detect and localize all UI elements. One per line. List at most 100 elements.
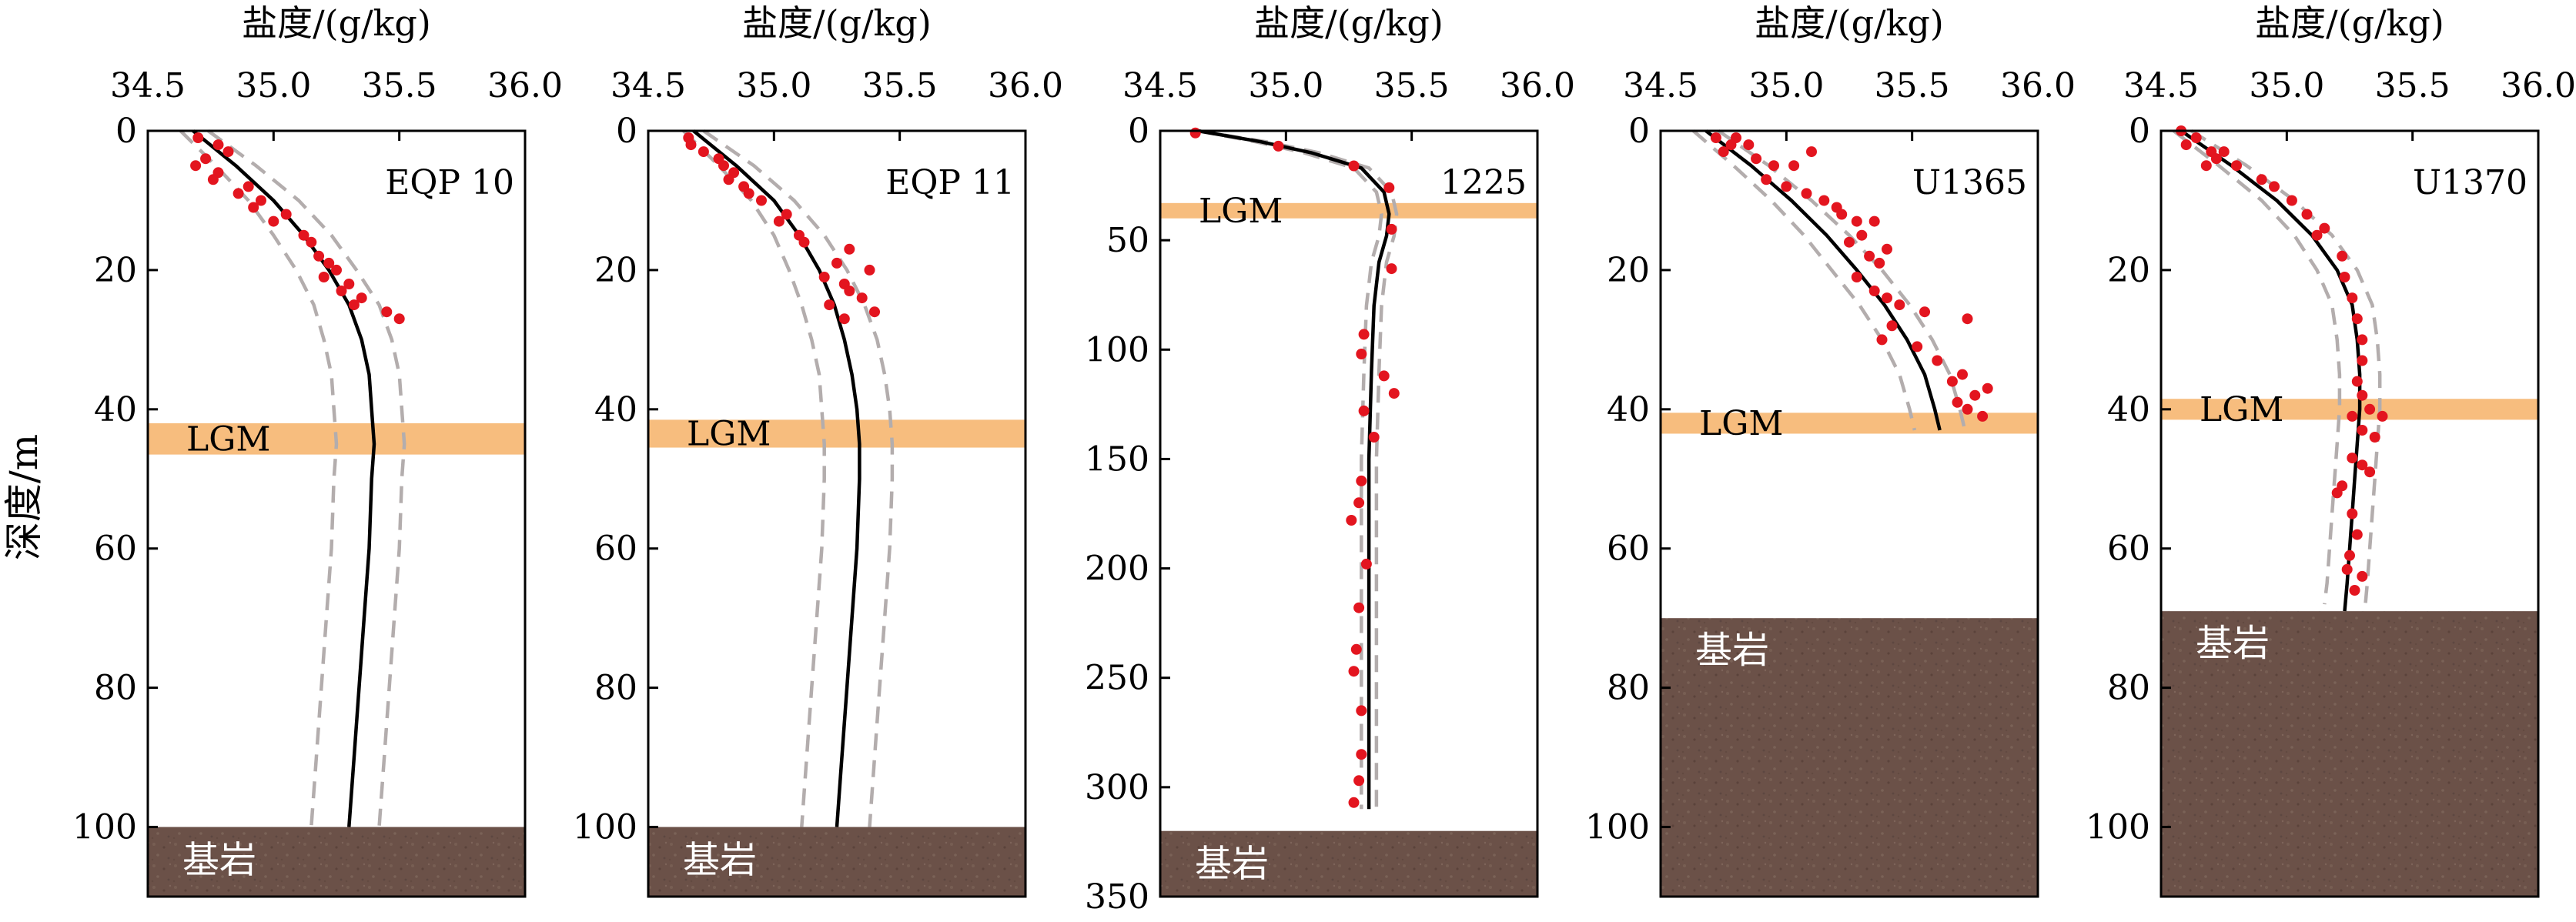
panel-eqp-10-observation-point bbox=[280, 209, 292, 220]
panel-u1370-observation-point bbox=[2231, 160, 2242, 172]
panel-u1365-x-axis-title: 盐度/(g/kg) bbox=[1755, 2, 1944, 44]
panel-eqp-10-upper-bound-line bbox=[207, 129, 406, 827]
panel-u1365-observation-point bbox=[1725, 139, 1737, 151]
panel-eqp-11-y-tick-label: 40 bbox=[594, 390, 637, 429]
panel-1225-observation-point bbox=[1360, 558, 1372, 570]
panel-u1365-observation-point bbox=[1856, 229, 1868, 241]
panel-eqp-11-observation-point bbox=[818, 272, 830, 282]
panel-eqp-10-observation-point bbox=[233, 188, 244, 199]
panel-eqp-11-upper-bound-line bbox=[702, 129, 895, 827]
panel-eqp-10-observation-point bbox=[248, 202, 259, 213]
panel-u1365-y-tick-label: 20 bbox=[1607, 251, 1650, 290]
panel-eqp-10-y-tick-label: 80 bbox=[94, 669, 137, 708]
panel-u1370-observation-point bbox=[2331, 487, 2343, 499]
panel-eqp-10-observation-point bbox=[381, 306, 393, 318]
panel-eqp-11-observation-point bbox=[844, 243, 855, 255]
panel-eqp-10-observation-point bbox=[336, 286, 347, 296]
panel-1225-lgm-band bbox=[1160, 202, 1537, 219]
panel-u1370-observation-point bbox=[2364, 466, 2376, 478]
panel-eqp-11-observation-point bbox=[685, 139, 697, 151]
panel-eqp-11-y-tick-label: 60 bbox=[594, 529, 637, 569]
panel-u1365: 盐度/(g/kg) LGM 基岩 34.5 35.0 35.5 36.0 0 20 40 60 80 1… bbox=[1585, 2, 2076, 898]
panel-eqp-10-x-tick-label: 36.0 bbox=[487, 66, 563, 105]
panel-u1365-observation-point bbox=[1868, 286, 1880, 296]
panel-u1365-y-tick-label: 80 bbox=[1607, 669, 1650, 708]
panel-1225-model-line bbox=[1197, 129, 1391, 810]
panel-u1365-observation-point bbox=[1751, 153, 1762, 165]
panel-eqp-11-observation-point bbox=[723, 174, 734, 185]
panel-eqp-11-observation-point bbox=[781, 209, 792, 220]
panel-u1365-observation-point bbox=[1982, 382, 1993, 394]
panel-1225-bedrock bbox=[1160, 830, 1537, 897]
panel-1225-observation-point bbox=[1348, 160, 1360, 172]
panel-1225-observation-point bbox=[1353, 602, 1365, 613]
panel-u1365-observation-point bbox=[1710, 132, 1721, 143]
panel-eqp-11-observation-point bbox=[743, 188, 754, 199]
panel-eqp-10-observation-point bbox=[212, 139, 224, 151]
y-axis-title: 深度/m bbox=[2, 434, 46, 560]
panel-u1365-bedrock-label: 基岩 bbox=[1695, 629, 1769, 672]
panel-1225-observation-point bbox=[1358, 329, 1370, 340]
panel-eqp-11: 盐度/(g/kg) LGM 基岩 34.5 35.0 35.5 36.0 0 20 40 60 80 1… bbox=[573, 2, 1063, 898]
panel-eqp-11-y-tick-label: 20 bbox=[594, 251, 637, 290]
panel-u1370-y-tick-label: 100 bbox=[2086, 808, 2150, 847]
panel-1225-y-tick-label: 200 bbox=[1085, 550, 1149, 589]
panel-eqp-11-observation-point bbox=[773, 215, 785, 227]
panel-u1370-observation-point bbox=[2357, 459, 2368, 471]
panel-u1365-observation-point bbox=[1806, 146, 1817, 158]
panel-eqp-11-observation-point bbox=[838, 313, 850, 325]
panel-eqp-11-bedrock bbox=[648, 827, 1025, 897]
panel-1225-observation-point bbox=[1356, 475, 1367, 486]
panel-eqp-11-observation-point bbox=[864, 264, 875, 276]
panel-u1365-observation-point bbox=[1962, 403, 1973, 415]
panel-u1365-x-tick-label: 36.0 bbox=[2000, 66, 2076, 105]
panel-u1370-y-tick-label: 20 bbox=[2107, 251, 2150, 290]
panel-eqp-11-x-tick-label: 36.0 bbox=[988, 66, 1063, 105]
panel-eqp-11-y-tick-label: 0 bbox=[616, 112, 637, 151]
panel-eqp-11-bedrock-label: 基岩 bbox=[683, 839, 757, 882]
panel-1225-lower-bound-line bbox=[1197, 129, 1383, 810]
panel-eqp-11-lower-bound-line bbox=[682, 129, 826, 827]
panel-1225-site-label: 1225 bbox=[1440, 163, 1527, 202]
panel-u1370-observation-point bbox=[2341, 563, 2353, 575]
panel-eqp-10-observation-point bbox=[190, 160, 202, 172]
panel-1225-y-tick-label: 50 bbox=[1106, 221, 1149, 260]
panel-1225-observation-point bbox=[1348, 797, 1360, 808]
panel-1225-y-tick-label: 0 bbox=[1128, 112, 1149, 151]
panel-eqp-10-y-tick-label: 40 bbox=[94, 390, 137, 429]
panel-eqp-11-observation-point bbox=[869, 306, 880, 318]
panel-u1370-observation-point bbox=[2347, 508, 2358, 519]
panel-u1365-x-tick-label: 34.5 bbox=[1623, 66, 1698, 105]
panel-eqp-11-lgm-label: LGM bbox=[687, 414, 771, 453]
panel-1225-x-tick-label: 34.5 bbox=[1122, 66, 1198, 105]
panel-eqp-10-x-tick-label: 35.5 bbox=[362, 66, 437, 105]
panel-u1365-observation-point bbox=[1882, 243, 1892, 255]
panel-u1370-observation-point bbox=[2210, 153, 2222, 165]
panel-eqp-10-lower-bound-line bbox=[179, 129, 339, 827]
panel-1225-observation-point bbox=[1356, 705, 1367, 717]
panel-eqp-10: 盐度/(g/kg) LGM 基岩 34.5 35.0 35.5 36.0 0 20 40 60 80 1… bbox=[72, 2, 563, 898]
panel-1225-observation-point bbox=[1189, 127, 1201, 139]
panel-1225-observation-point bbox=[1358, 405, 1370, 416]
panel-eqp-11-lgm-band bbox=[648, 419, 1025, 448]
panel-eqp-11-observation-point bbox=[718, 160, 729, 172]
panel-1225-x-tick-label: 36.0 bbox=[1500, 66, 1575, 105]
panel-1225-upper-bound-line bbox=[1197, 129, 1399, 810]
panel-u1365-observation-point bbox=[1886, 320, 1898, 332]
panel-eqp-10-observation-point bbox=[356, 292, 367, 304]
panel-eqp-11-x-tick-label: 34.5 bbox=[611, 66, 686, 105]
panel-u1370-x-axis-title: 盐度/(g/kg) bbox=[2255, 2, 2444, 44]
panel-1225-y-tick-label: 150 bbox=[1085, 439, 1149, 479]
panel-eqp-10-bedrock-label: 基岩 bbox=[182, 839, 256, 882]
panel-u1365-observation-point bbox=[1781, 181, 1792, 192]
panel-u1370-observation-point bbox=[2344, 550, 2355, 561]
panel-u1365-observation-point bbox=[1977, 410, 1989, 422]
panel-u1370-observation-point bbox=[2364, 403, 2376, 415]
panel-u1370-observation-point bbox=[2200, 160, 2212, 172]
panel-u1370-x-tick-label: 35.5 bbox=[2375, 66, 2451, 105]
panel-eqp-11-observation-point bbox=[798, 236, 810, 248]
panel-u1365-observation-point bbox=[1818, 195, 1830, 206]
panel-u1370-observation-point bbox=[2357, 334, 2368, 346]
panel-u1365-observation-point bbox=[1874, 257, 1885, 269]
panel-eqp-10-model-line bbox=[192, 129, 376, 827]
